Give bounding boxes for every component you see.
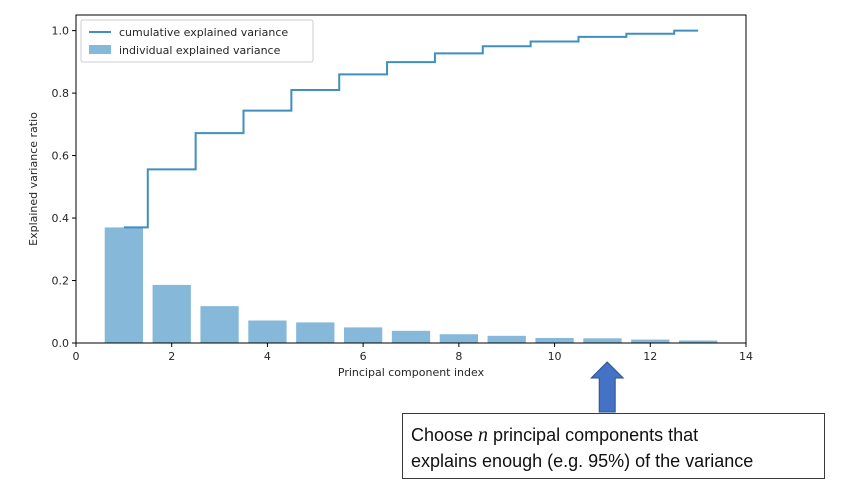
y-tick-label: 0.2 bbox=[52, 275, 70, 288]
bar-pc-13 bbox=[679, 340, 718, 343]
bar-pc-9 bbox=[487, 335, 526, 343]
legend-label-cumulative: cumulative explained variance bbox=[119, 26, 288, 39]
bar-pc-11 bbox=[583, 338, 622, 343]
callout-variable-n: n bbox=[478, 424, 489, 446]
legend: cumulative explained variance individual… bbox=[80, 19, 314, 63]
legend-swatch-individual bbox=[89, 45, 111, 54]
x-tick-label: 2 bbox=[168, 350, 175, 363]
bar-pc-5 bbox=[296, 322, 335, 343]
bar-pc-2 bbox=[152, 284, 191, 343]
annotation-callout-box: Choose n principal components that expla… bbox=[402, 413, 825, 479]
x-tick-label: 0 bbox=[73, 350, 80, 363]
bar-pc-7 bbox=[391, 330, 431, 343]
callout-text-start: Choose bbox=[411, 425, 479, 445]
x-axis-label: Principal component index bbox=[338, 366, 485, 379]
y-tick-label: 0.4 bbox=[52, 212, 70, 225]
y-axis: 0.0 0.2 0.4 0.6 0.8 1.0 bbox=[52, 25, 76, 350]
plot-frame bbox=[75, 14, 747, 344]
x-tick-label: 4 bbox=[264, 350, 271, 363]
y-tick-label: 1.0 bbox=[52, 25, 70, 38]
y-tick-label: 0.8 bbox=[52, 87, 70, 100]
y-tick-label: 0.6 bbox=[52, 150, 70, 163]
y-axis-label: Explained variance ratio bbox=[27, 112, 40, 246]
legend-label-individual: individual explained variance bbox=[119, 44, 281, 57]
bar-pc-8 bbox=[439, 334, 478, 343]
callout-text-line2: explains enough (e.g. 95%) of the varian… bbox=[411, 451, 754, 471]
x-tick-label: 8 bbox=[455, 350, 462, 363]
up-arrow-icon bbox=[590, 361, 625, 413]
annotation-arrow bbox=[590, 361, 625, 413]
x-axis: 0 2 4 6 8 10 12 14 bbox=[73, 343, 753, 363]
bar-pc-1 bbox=[104, 227, 143, 343]
bar-group bbox=[104, 227, 718, 343]
x-tick-label: 12 bbox=[643, 350, 657, 363]
x-tick-label: 6 bbox=[360, 350, 367, 363]
x-tick-label: 14 bbox=[739, 350, 753, 363]
bar-pc-10 bbox=[535, 338, 574, 343]
bar-pc-3 bbox=[200, 306, 239, 343]
bar-pc-4 bbox=[248, 320, 287, 343]
x-tick-label: 10 bbox=[548, 350, 562, 363]
legend-box bbox=[80, 19, 314, 63]
callout-text-line1-end: principal components that bbox=[488, 425, 699, 445]
bar-pc-6 bbox=[344, 327, 383, 343]
y-tick-label: 0.0 bbox=[52, 337, 70, 350]
series-line-cumulative-explained-variance bbox=[123, 29, 699, 229]
bar-pc-12 bbox=[631, 339, 670, 343]
